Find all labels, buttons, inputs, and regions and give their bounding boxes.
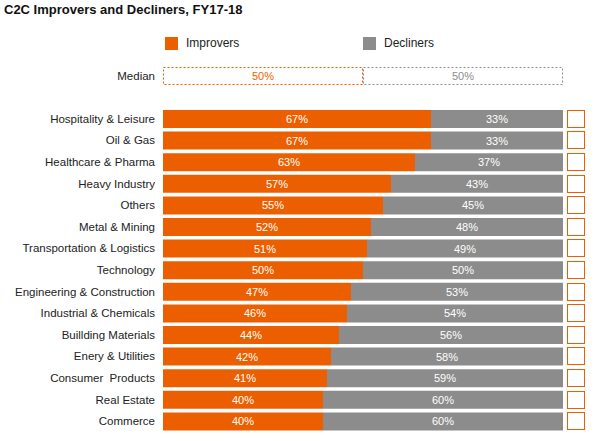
html-text:Improvers: Improvers <box>186 36 240 50</box>
svg-text:Consumer Products: Consumer Products <box>50 372 155 384</box>
svg-text:Median: Median <box>117 70 155 82</box>
svg-text:59%: 59% <box>434 372 456 384</box>
svg-text:Metal & Mining: Metal & Mining <box>79 221 155 233</box>
svg-text:50%: 50% <box>252 264 274 276</box>
svg-text:53%: 53% <box>446 286 468 298</box>
svg-text:37%: 37% <box>478 156 500 168</box>
svg-text:Buillding Materials: Buillding Materials <box>62 329 156 341</box>
svg-text:44%: 44% <box>240 329 262 341</box>
svg-text:50%: 50% <box>452 264 474 276</box>
svg-text:63%: 63% <box>278 156 300 168</box>
svg-text:55%: 55% <box>262 199 284 211</box>
svg-text:67%: 67% <box>286 113 308 125</box>
svg-text:51%: 51% <box>254 243 276 255</box>
svg-text:Industrial & Chemicals: Industrial & Chemicals <box>41 307 156 319</box>
svg-text:43%: 43% <box>466 178 488 190</box>
svg-text:40%: 40% <box>232 394 254 406</box>
html-text:C2C Improvers and Decliners, F: C2C Improvers and Decliners, FY17-18 <box>4 2 243 17</box>
svg-text:67%: 67% <box>286 135 308 147</box>
svg-text:Transportation & Logistics: Transportation & Logistics <box>22 242 155 254</box>
svg-text:45%: 45% <box>462 199 484 211</box>
svg-text:47%: 47% <box>246 286 268 298</box>
svg-text:41%: 41% <box>234 372 256 384</box>
svg-text:Technology: Technology <box>97 264 155 276</box>
svg-text:58%: 58% <box>436 351 458 363</box>
svg-text:50%: 50% <box>452 70 474 82</box>
svg-text:Healthcare & Pharma: Healthcare & Pharma <box>45 156 156 168</box>
svg-text:Real Estate: Real Estate <box>96 394 155 406</box>
svg-text:54%: 54% <box>444 307 466 319</box>
svg-text:60%: 60% <box>432 394 454 406</box>
svg-text:42%: 42% <box>236 351 258 363</box>
svg-text:50%: 50% <box>252 70 274 82</box>
svg-text:Others: Others <box>120 199 155 211</box>
svg-text:Engineering & Construction: Engineering & Construction <box>15 286 155 298</box>
svg-text:56%: 56% <box>440 329 462 341</box>
svg-text:48%: 48% <box>456 221 478 233</box>
svg-text:57%: 57% <box>266 178 288 190</box>
svg-text:Enery & Utilities: Enery & Utilities <box>74 350 155 362</box>
svg-text:33%: 33% <box>486 113 508 125</box>
svg-text:46%: 46% <box>244 307 266 319</box>
svg-text:40%: 40% <box>232 415 254 427</box>
svg-text:Heavy Industry: Heavy Industry <box>78 178 155 190</box>
svg-text:49%: 49% <box>454 243 476 255</box>
svg-text:52%: 52% <box>256 221 278 233</box>
svg-text:33%: 33% <box>486 135 508 147</box>
html-text:Decliners: Decliners <box>384 36 434 50</box>
svg-text:60%: 60% <box>432 415 454 427</box>
svg-text:Oil & Gas: Oil & Gas <box>106 134 155 146</box>
svg-text:Hospitality & Leisure: Hospitality & Leisure <box>50 113 155 125</box>
svg-text:Commerce: Commerce <box>99 415 155 427</box>
